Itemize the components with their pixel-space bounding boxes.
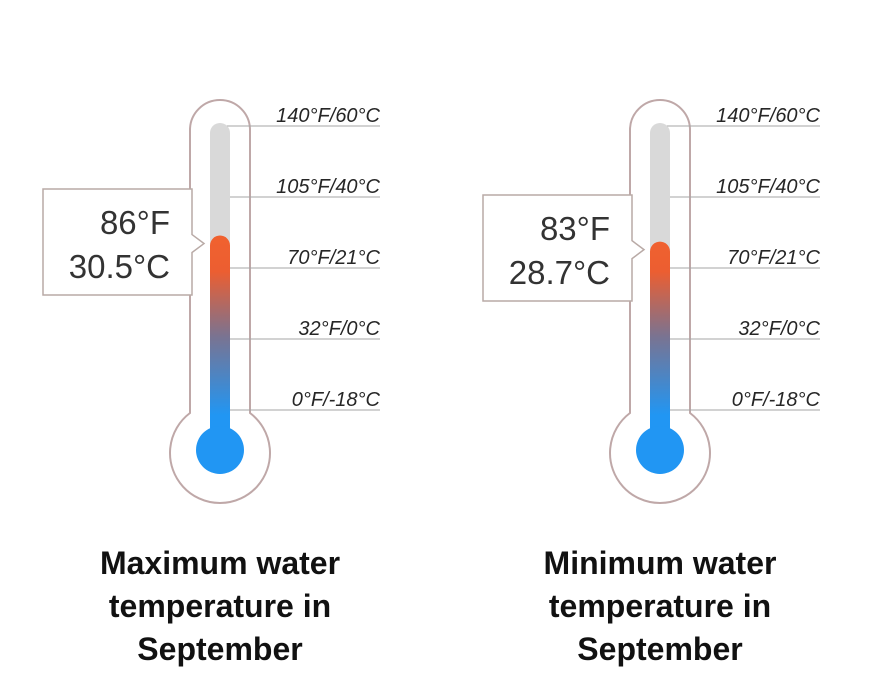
reading-callout: 83°F 28.7°C <box>482 194 646 302</box>
thermometer-mercury <box>650 241 670 440</box>
scale-tick-label: 32°F/0°C <box>298 318 380 340</box>
caption: Maximum water temperature in September <box>0 542 440 671</box>
scale-tick-label: 105°F/40°C <box>276 176 380 198</box>
thermometer-panel-maximum: 140°F/60°C 105°F/40°C 70°F/21°C 32°F/0°C 0°F… <box>0 99 440 671</box>
caption-line: September <box>577 631 743 667</box>
scale-tick-label: 0°F/-18°C <box>292 389 381 411</box>
reading-callout: 86°F 30.5°C <box>42 188 206 296</box>
thermometer-graphic: 140°F/60°C 105°F/40°C 70°F/21°C 32°F/0°C 0°F… <box>609 99 821 504</box>
caption: Minimum water temperature in September <box>440 542 880 671</box>
scale-ticks: 140°F/60°C 105°F/40°C 70°F/21°C 32°F/0°C 0°F… <box>215 105 381 411</box>
caption-line: Minimum water <box>543 545 777 581</box>
scale-ticks: 140°F/60°C 105°F/40°C 70°F/21°C 32°F/0°C 0°F… <box>655 105 821 411</box>
thermometer-graphic: 140°F/60°C 105°F/40°C 70°F/21°C 32°F/0°C 0°F… <box>169 99 381 504</box>
thermometer-panel-minimum: 140°F/60°C 105°F/40°C 70°F/21°C 32°F/0°C 0°F… <box>440 0 880 680</box>
scale-tick-label: 140°F/60°C <box>716 105 820 127</box>
caption-line: September <box>137 631 303 667</box>
reading-fahrenheit: 86°F <box>99 204 170 241</box>
reading-fahrenheit: 83°F <box>539 210 610 247</box>
scale-tick-label: 70°F/21°C <box>287 247 380 269</box>
thermometer-bulb <box>636 426 684 474</box>
scale-tick-label: 70°F/21°C <box>727 247 820 269</box>
thermometer-mercury <box>210 235 230 440</box>
scale-tick-label: 0°F/-18°C <box>732 389 821 411</box>
thermometer-bulb <box>196 426 244 474</box>
reading-celsius: 28.7°C <box>508 254 610 291</box>
scale-tick-label: 140°F/60°C <box>276 105 380 127</box>
caption-line: temperature in <box>108 588 332 624</box>
caption-line: Maximum water <box>99 545 341 581</box>
callout-box <box>42 188 206 296</box>
scale-tick-label: 105°F/40°C <box>716 176 820 198</box>
reading-celsius: 30.5°C <box>68 248 170 285</box>
callout-box <box>482 194 646 302</box>
caption-line: temperature in <box>548 588 772 624</box>
scale-tick-label: 32°F/0°C <box>738 318 820 340</box>
